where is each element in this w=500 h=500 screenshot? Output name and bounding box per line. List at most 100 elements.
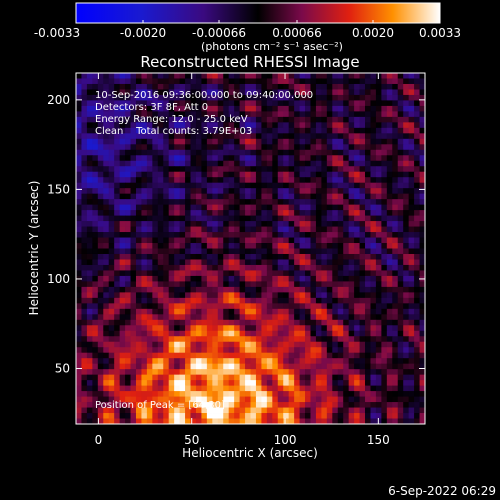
heatmap-pixel: [397, 105, 404, 112]
heatmap-pixel: [201, 341, 208, 348]
heatmap-pixel: [414, 215, 420, 222]
heatmap-pixel: [174, 330, 181, 337]
heatmap-pixel: [223, 352, 230, 359]
heatmap-pixel: [305, 402, 311, 408]
heatmap-pixel: [212, 144, 219, 151]
heatmap-pixel: [359, 105, 366, 112]
heatmap-pixel: [419, 270, 425, 277]
heatmap-pixel: [141, 89, 148, 96]
heatmap-pixel: [255, 105, 262, 112]
heatmap-pixel: [365, 160, 371, 167]
heatmap-pixel: [348, 418, 355, 424]
heatmap-pixel: [305, 155, 311, 162]
heatmap-pixel: [337, 127, 344, 134]
heatmap-pixel: [277, 374, 284, 381]
heatmap-pixel: [332, 347, 339, 354]
heatmap-pixel: [250, 100, 257, 107]
heatmap-pixel: [76, 264, 82, 271]
heatmap-pixel: [321, 177, 328, 184]
heatmap-pixel: [272, 105, 279, 112]
heatmap-pixel: [168, 413, 175, 419]
heatmap-pixel: [288, 237, 295, 244]
heatmap-pixel: [397, 171, 404, 178]
heatmap-pixel: [337, 347, 344, 354]
heatmap-pixel: [321, 352, 328, 359]
heatmap-pixel: [239, 215, 246, 222]
heatmap-pixel: [239, 341, 246, 348]
heatmap-pixel: [97, 248, 104, 255]
heatmap-pixel: [332, 133, 339, 140]
heatmap-pixel: [332, 330, 339, 337]
heatmap-pixel: [157, 380, 164, 387]
heatmap-pixel: [168, 330, 175, 337]
heatmap-pixel: [283, 204, 290, 211]
heatmap-pixel: [81, 341, 88, 348]
heatmap-pixel: [261, 166, 268, 173]
heatmap-pixel: [381, 133, 388, 140]
heatmap-pixel: [315, 292, 322, 299]
heatmap-pixel: [266, 100, 273, 107]
heatmap-pixel: [354, 237, 360, 244]
heatmap-pixel: [365, 253, 371, 260]
heatmap-pixel: [294, 281, 300, 288]
heatmap-pixel: [135, 259, 142, 266]
heatmap-pixel: [272, 111, 279, 118]
heatmap-pixel: [108, 352, 115, 359]
heatmap-pixel: [141, 133, 148, 140]
heatmap-pixel: [81, 160, 88, 167]
heatmap-pixel: [86, 363, 93, 370]
heatmap-pixel: [332, 221, 339, 227]
heatmap-pixel: [414, 122, 420, 129]
heatmap-pixel: [305, 94, 311, 101]
heatmap-pixel: [326, 221, 333, 227]
heatmap-pixel: [381, 374, 388, 381]
heatmap-pixel: [201, 418, 208, 424]
heatmap-pixel: [141, 210, 148, 216]
heatmap-pixel: [332, 314, 339, 321]
heatmap-pixel: [92, 78, 99, 85]
heatmap-pixel: [92, 237, 99, 244]
heatmap-pixel: [310, 391, 317, 397]
heatmap-pixel: [419, 221, 425, 227]
heatmap-pixel: [392, 391, 399, 397]
heatmap-pixel: [76, 226, 82, 233]
heatmap-pixel: [152, 204, 159, 211]
heatmap-pixel: [365, 226, 371, 233]
heatmap-pixel: [206, 259, 213, 266]
heatmap-pixel: [86, 83, 93, 90]
heatmap-pixel: [81, 226, 88, 233]
heatmap-pixel: [408, 89, 415, 96]
heatmap-pixel: [141, 281, 148, 288]
heatmap-pixel: [359, 111, 366, 118]
heatmap-pixel: [315, 199, 322, 206]
heatmap-pixel: [114, 336, 121, 343]
heatmap-pixel: [305, 380, 311, 387]
heatmap-pixel: [119, 380, 126, 387]
heatmap-pixel: [245, 100, 251, 107]
heatmap-pixel: [228, 253, 235, 260]
heatmap-pixel: [354, 248, 360, 255]
heatmap-pixel: [223, 314, 230, 321]
heatmap-pixel: [419, 232, 425, 238]
heatmap-pixel: [414, 248, 420, 255]
heatmap-pixel: [277, 259, 284, 266]
heatmap-pixel: [125, 83, 131, 90]
heatmap-pixel: [141, 177, 148, 184]
heatmap-pixel: [234, 341, 240, 348]
heatmap-pixel: [337, 314, 344, 321]
heatmap-pixel: [359, 330, 366, 337]
heatmap-pixel: [228, 215, 235, 222]
heatmap-pixel: [212, 215, 219, 222]
heatmap-pixel: [157, 177, 164, 184]
heatmap-pixel: [392, 182, 399, 189]
heatmap-pixel: [223, 100, 230, 107]
heatmap-pixel: [392, 171, 399, 178]
heatmap-pixel: [141, 259, 148, 266]
heatmap-pixel: [255, 352, 262, 359]
heatmap-pixel: [152, 210, 159, 216]
heatmap-pixel: [195, 105, 202, 112]
heatmap-pixel: [305, 347, 311, 354]
heatmap-pixel: [337, 336, 344, 343]
heatmap-pixel: [185, 325, 191, 332]
heatmap-pixel: [277, 297, 284, 304]
